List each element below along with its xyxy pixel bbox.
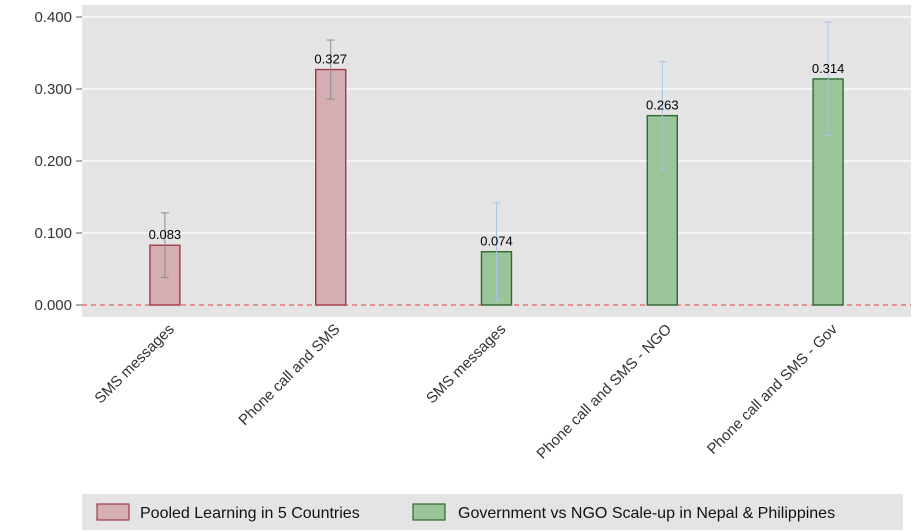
y-axis: 0.000 0.100 0.200 0.300 0.400 [34,9,82,314]
gridlines [82,16,911,234]
legend-swatch [412,503,446,521]
y-tick-label: 0.400 [34,9,72,26]
y-tick-label: 0.300 [34,81,72,98]
x-tick-label: Phone call and SMS [235,321,343,429]
error-bars [160,21,833,302]
legend-label: Pooled Learning in 5 Countries [140,505,360,522]
data-labels: 0.083 0.327 0.074 0.263 0.314 [149,52,845,249]
data-label: 0.083 [149,227,182,242]
data-label: 0.263 [646,98,679,113]
legend-box [82,494,903,530]
x-tick-label: Phone call and SMS - NGO [533,321,675,463]
y-tick-label: 0.200 [34,153,72,170]
x-tick-label: SMS messages [423,321,509,407]
legend: Pooled Learning in 5 Countries Government… [82,494,903,530]
data-label: 0.074 [480,234,513,249]
x-tick-label: SMS messages [91,321,177,407]
x-axis: SMS messages Phone call and SMS SMS messag… [91,320,841,462]
legend-swatch [96,503,130,521]
x-tick-label: Phone call and SMS - Gov [704,320,841,457]
data-label: 0.327 [314,52,347,67]
data-label: 0.314 [812,61,845,76]
y-tick-label: 0.000 [34,297,72,314]
legend-label: Government vs NGO Scale-up in Nepal & Ph… [458,505,835,522]
bar [315,68,347,306]
y-tick-label: 0.100 [34,225,72,242]
